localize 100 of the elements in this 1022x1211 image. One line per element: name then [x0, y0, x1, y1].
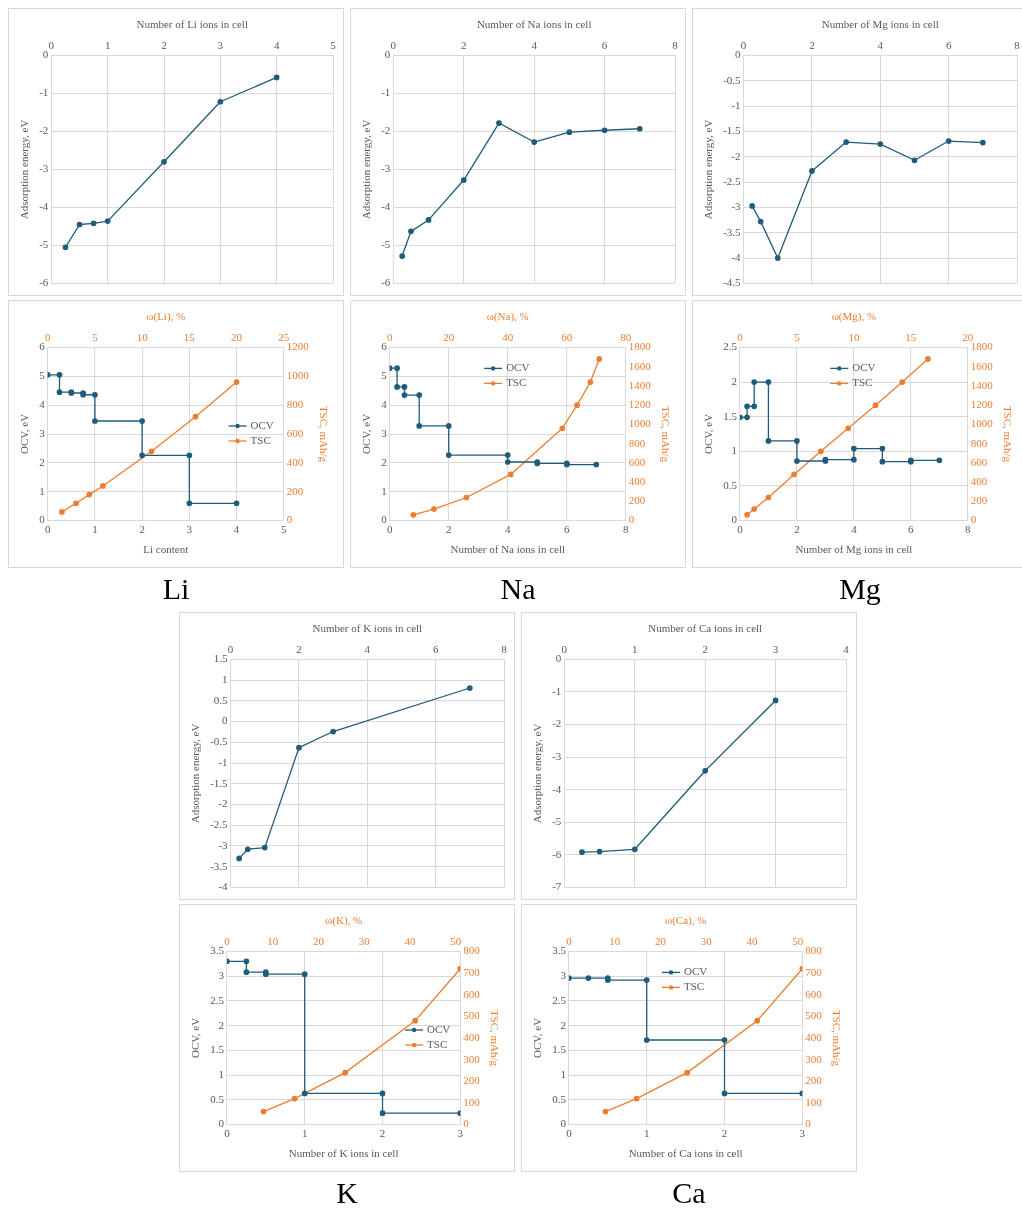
- y-tick-label: 4: [381, 398, 388, 411]
- y-tick-label: -6: [552, 847, 562, 860]
- y-tick-label: 1: [560, 1068, 566, 1080]
- y-tick-label: -5: [552, 815, 562, 828]
- y-axis-title: Adsorption energy, eV: [702, 119, 715, 220]
- x-tick-label: 6: [432, 642, 439, 655]
- y-tick-label: -3.5: [723, 225, 742, 238]
- y-tick-label: -4: [552, 782, 562, 795]
- y2-tick-label: 600: [970, 455, 988, 468]
- x-axis-title: Number of Li ions in cell: [136, 18, 248, 31]
- y-tick-label: -5: [39, 238, 49, 251]
- y2-tick-label: 600: [805, 987, 823, 1000]
- y-tick-label: 0: [555, 652, 562, 665]
- y-axis-title: Adsorption energy, eV: [531, 723, 544, 824]
- y-tick-label: 0.5: [210, 1092, 225, 1105]
- y-tick-label: 0: [560, 1117, 567, 1130]
- legend-label: TSC: [852, 376, 873, 389]
- x2-tick-label: 10: [609, 934, 621, 947]
- y2-tick-label: 1600: [970, 359, 994, 372]
- y2-tick-label: 500: [463, 1009, 481, 1022]
- y-axis-title: OCV, eV: [189, 1017, 202, 1059]
- y-tick-label: -2: [39, 124, 49, 137]
- y2-axis-title: TSC, mAh/g: [317, 405, 330, 463]
- y-axis-title: Adsorption energy, eV: [360, 119, 373, 220]
- y-tick-label: 1: [218, 1068, 224, 1080]
- y2-tick-label: 800: [463, 944, 481, 957]
- text: Li: [161, 572, 191, 606]
- y-tick-label: 2: [218, 1018, 224, 1031]
- x2-tick-label: 40: [746, 934, 758, 947]
- y-tick-label: 0: [381, 513, 388, 526]
- x2-tick-label: 30: [358, 934, 371, 947]
- y-tick-label: 1.5: [213, 652, 229, 665]
- y2-tick-label: 200: [628, 494, 646, 507]
- y-tick-label: -1: [381, 86, 391, 99]
- x-tick-label: 8: [1014, 38, 1021, 51]
- y-tick-label: -4.5: [723, 276, 742, 289]
- legend-label: TSC: [506, 376, 527, 389]
- y-axis-title: OCV, eV: [702, 413, 715, 455]
- y-tick-label: -2.5: [723, 174, 742, 187]
- y-tick-label: -1.5: [210, 776, 229, 789]
- legend-label: TSC: [427, 1037, 448, 1050]
- x-axis-title: Number of Ca ions in cell: [648, 622, 763, 635]
- x-tick-label: 3: [457, 1127, 464, 1140]
- y-tick-label: 5: [381, 369, 388, 382]
- y2-tick-label: 1800: [970, 340, 994, 353]
- x-axis-title: Number of Na ions in cell: [450, 543, 566, 556]
- x-tick-label: 4: [851, 523, 858, 536]
- y-tick-label: 4: [39, 398, 46, 411]
- x2-tick-label: 80: [620, 330, 632, 343]
- y-tick-label: 1: [731, 444, 737, 457]
- y2-tick-label: 600: [463, 987, 481, 1000]
- y-tick-label: 0.5: [552, 1092, 567, 1105]
- x-tick-label: 4: [364, 642, 371, 655]
- x2-tick-label: 20: [231, 330, 243, 343]
- y-tick-label: 0.5: [723, 478, 738, 491]
- y2-tick-label: 200: [463, 1074, 481, 1087]
- x-tick-label: 6: [945, 38, 952, 51]
- y2-tick-label: 200: [286, 484, 304, 497]
- x-tick-label: 4: [531, 38, 538, 51]
- y2-tick-label: 800: [970, 436, 988, 449]
- y2-tick-label: 800: [628, 436, 646, 449]
- y-tick-label: -1: [218, 755, 228, 768]
- x2-tick-label: 10: [267, 934, 279, 947]
- x2-tick-label: 10: [848, 330, 860, 343]
- y2-tick-label: 400: [463, 1030, 481, 1043]
- y-tick-label: 2: [381, 455, 387, 468]
- y-axis-title: Adsorption energy, eV: [189, 723, 202, 824]
- x-axis-title: Number of Ca ions in cell: [628, 1147, 743, 1160]
- y2-tick-label: 100: [463, 1095, 481, 1108]
- y-tick-label: 2.5: [723, 340, 738, 353]
- x2-tick-label: 20: [443, 330, 455, 343]
- y-tick-label: -4: [381, 200, 391, 213]
- text: K: [335, 1176, 359, 1210]
- y-tick-label: -2: [552, 717, 562, 730]
- x-axis-title: Number of K ions in cell: [288, 1147, 399, 1160]
- x-tick-label: 2: [296, 642, 302, 655]
- x2-tick-label: 5: [92, 330, 99, 343]
- x-tick-label: 8: [672, 38, 679, 51]
- y2-tick-label: 500: [805, 1009, 823, 1022]
- legend-label: OCV: [250, 418, 274, 431]
- x-tick-label: 2: [794, 523, 800, 536]
- legend-label: TSC: [250, 433, 271, 446]
- x-tick-label: 3: [772, 642, 779, 655]
- y-axis-title: OCV, eV: [360, 413, 373, 455]
- text: Ca: [671, 1176, 707, 1210]
- x-tick-label: 1: [92, 523, 98, 536]
- y-axis-title: OCV, eV: [531, 1017, 544, 1059]
- x-axis-title: Number of Mg ions in cell: [821, 18, 939, 31]
- y2-axis-title: TSC, mAh/g: [488, 1009, 501, 1067]
- x2-tick-label: 15: [905, 330, 917, 343]
- y2-tick-label: 800: [286, 398, 304, 411]
- x2-tick-label: 50: [792, 934, 804, 947]
- legend-label: OCV: [506, 361, 530, 374]
- y2-tick-label: 200: [805, 1074, 823, 1087]
- y2-tick-label: 1000: [628, 417, 652, 430]
- y2-tick-label: 1000: [286, 369, 310, 382]
- x2-tick-label: 20: [962, 330, 974, 343]
- x-tick-label: 6: [908, 523, 915, 536]
- y-tick-label: 0: [384, 48, 391, 61]
- y2-axis-title: TSC, mAh/g: [830, 1009, 843, 1067]
